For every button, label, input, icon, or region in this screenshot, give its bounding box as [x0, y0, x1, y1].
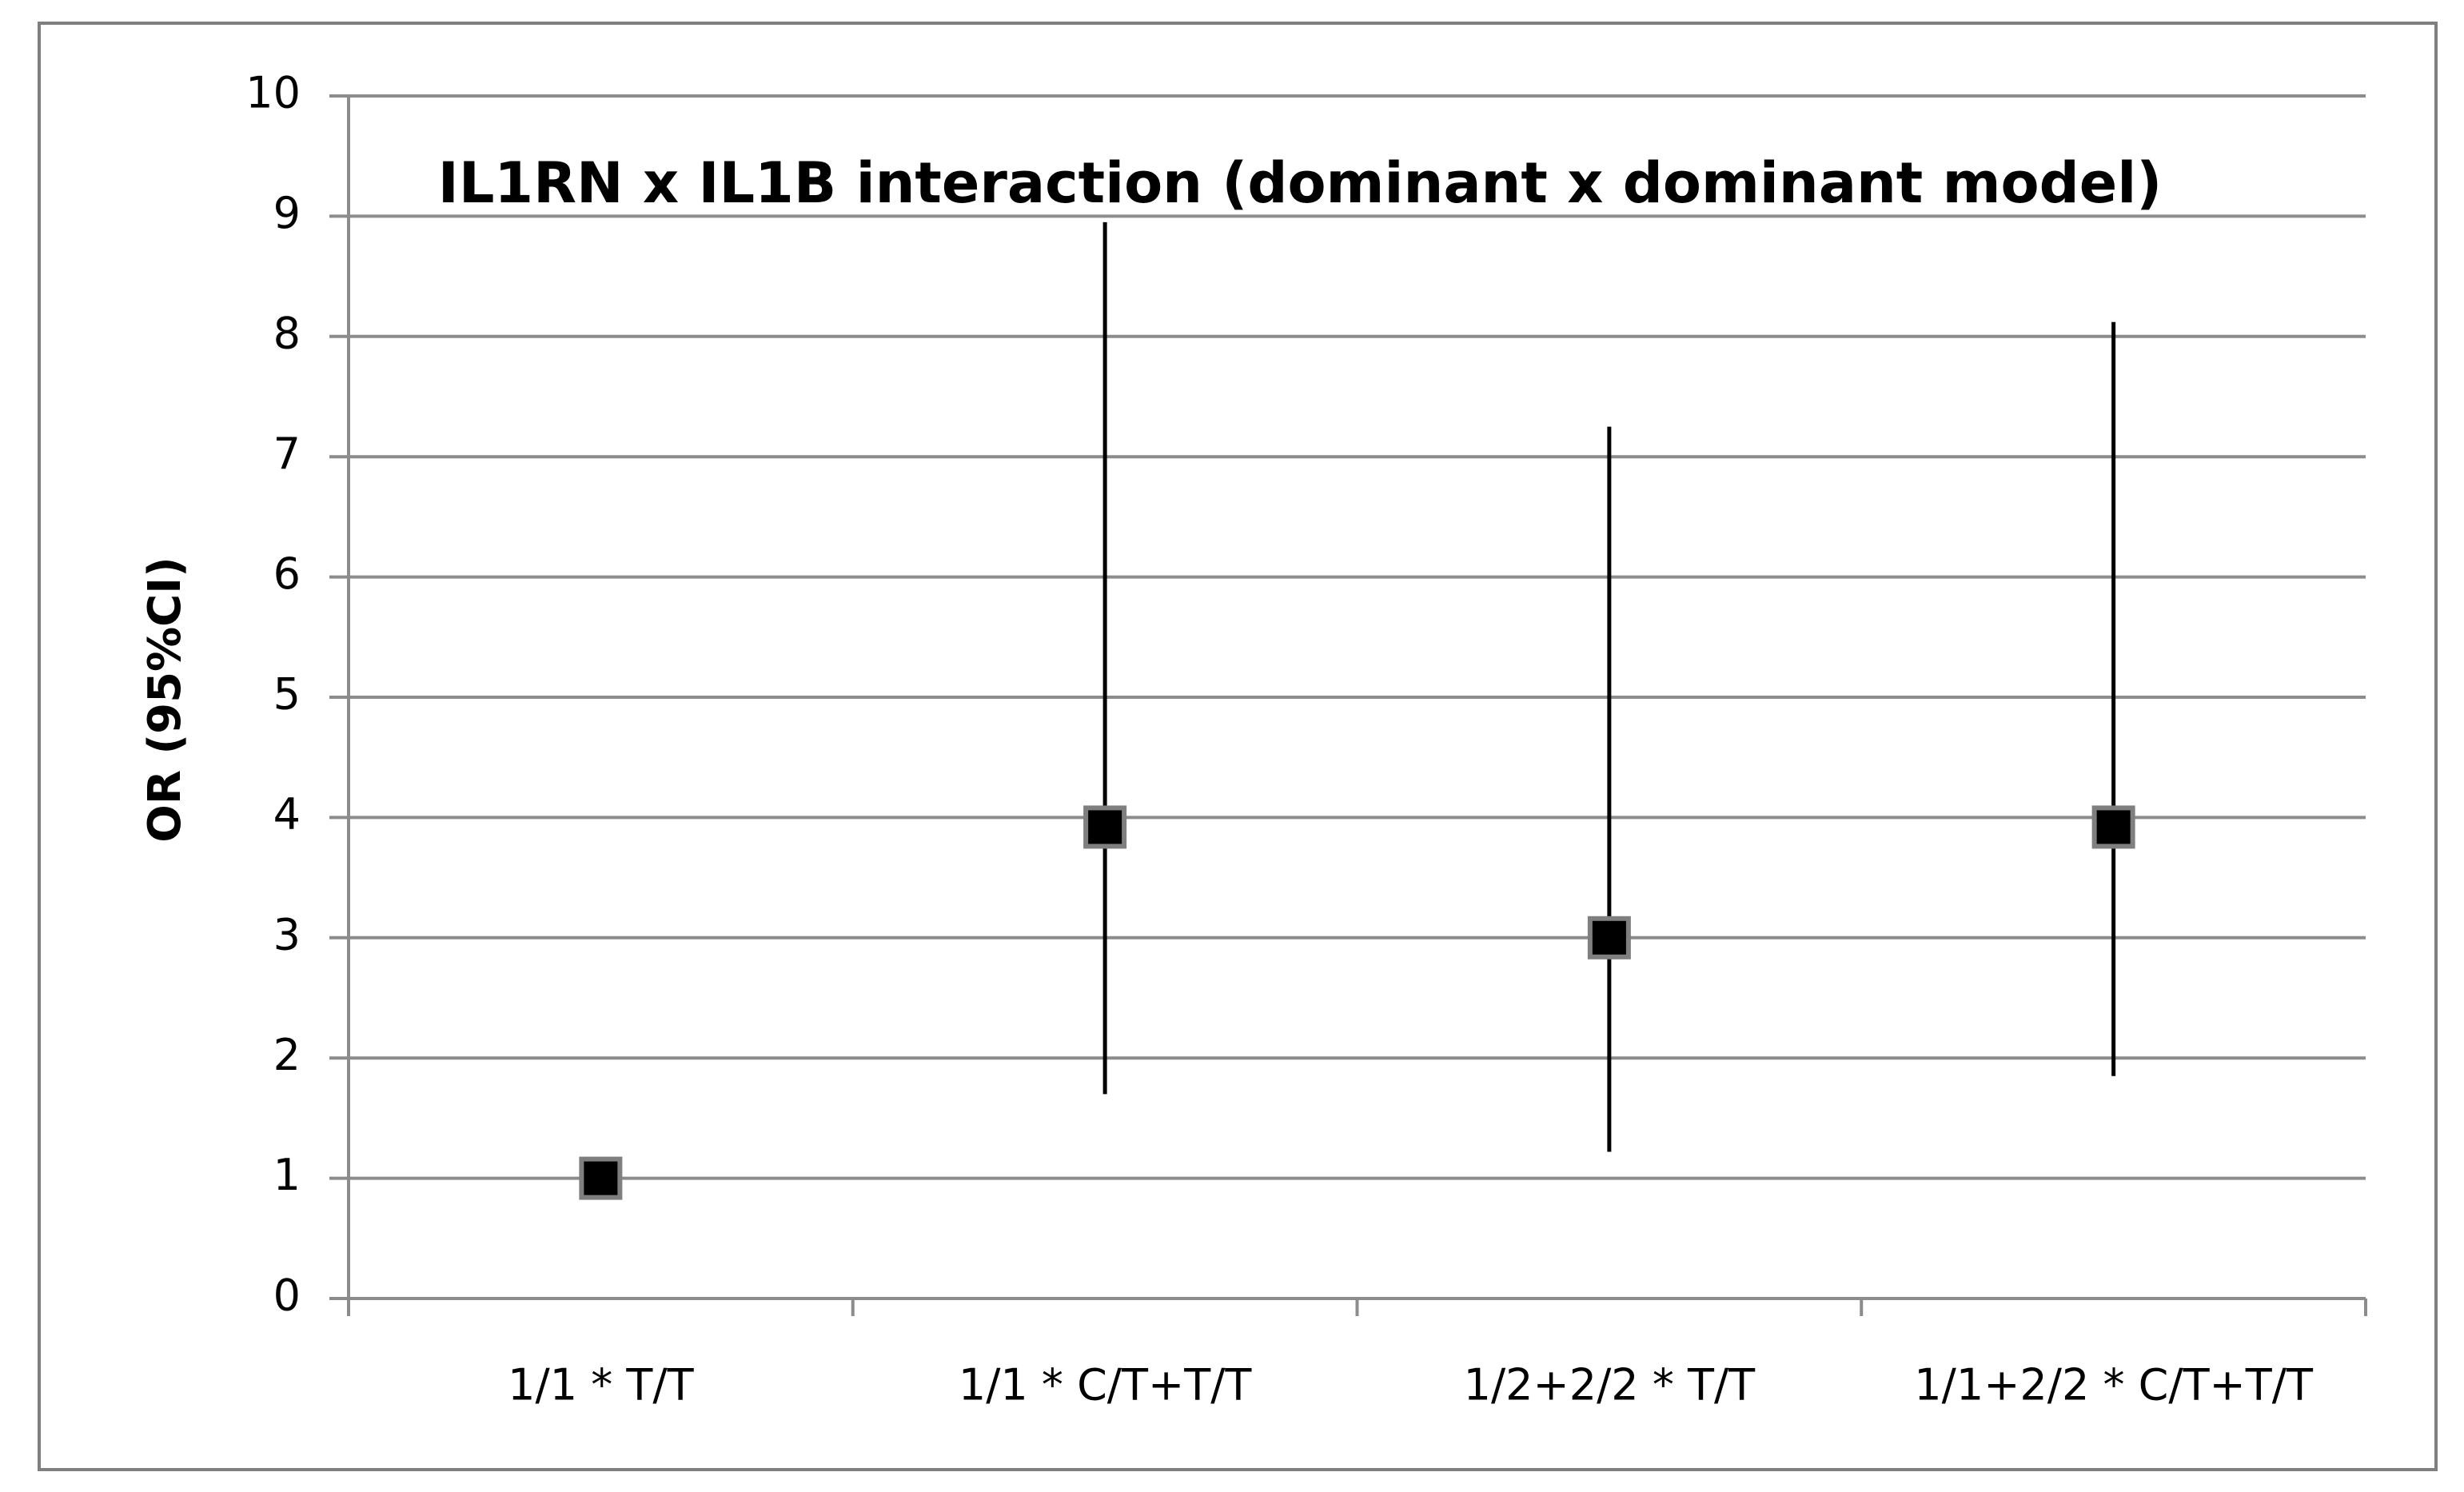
x-tick-label: 1/1 * C/T+T/T [959, 1360, 1253, 1410]
x-tick-label: 1/1 * T/T [508, 1360, 694, 1410]
y-tick-label: 6 [273, 549, 301, 599]
point-marker [579, 1156, 623, 1200]
y-tick-label: 8 [273, 308, 301, 358]
point-marker [1083, 805, 1127, 849]
y-tick-label: 4 [273, 789, 301, 840]
y-tick-label: 2 [273, 1030, 301, 1080]
y-tick-label: 1 [273, 1150, 301, 1200]
y-tick-label: 9 [273, 188, 301, 238]
x-tick-label: 1/1+2/2 * C/T+T/T [1914, 1360, 2314, 1410]
point-marker [2091, 805, 2135, 849]
y-tick-label: 5 [273, 669, 301, 720]
chart-title: IL1RN x IL1B interaction (dominant x dom… [438, 150, 2162, 216]
chart-border [38, 22, 2438, 1471]
y-tick-label: 3 [273, 909, 301, 959]
point-marker [1587, 916, 1631, 959]
y-tick-label: 7 [273, 429, 301, 479]
y-tick-label: 0 [273, 1271, 301, 1321]
x-tick-label: 1/2+2/2 * T/T [1464, 1360, 1756, 1410]
y-tick-label: 10 [245, 68, 301, 118]
y-axis-label: OR (95%CI) [139, 557, 191, 842]
